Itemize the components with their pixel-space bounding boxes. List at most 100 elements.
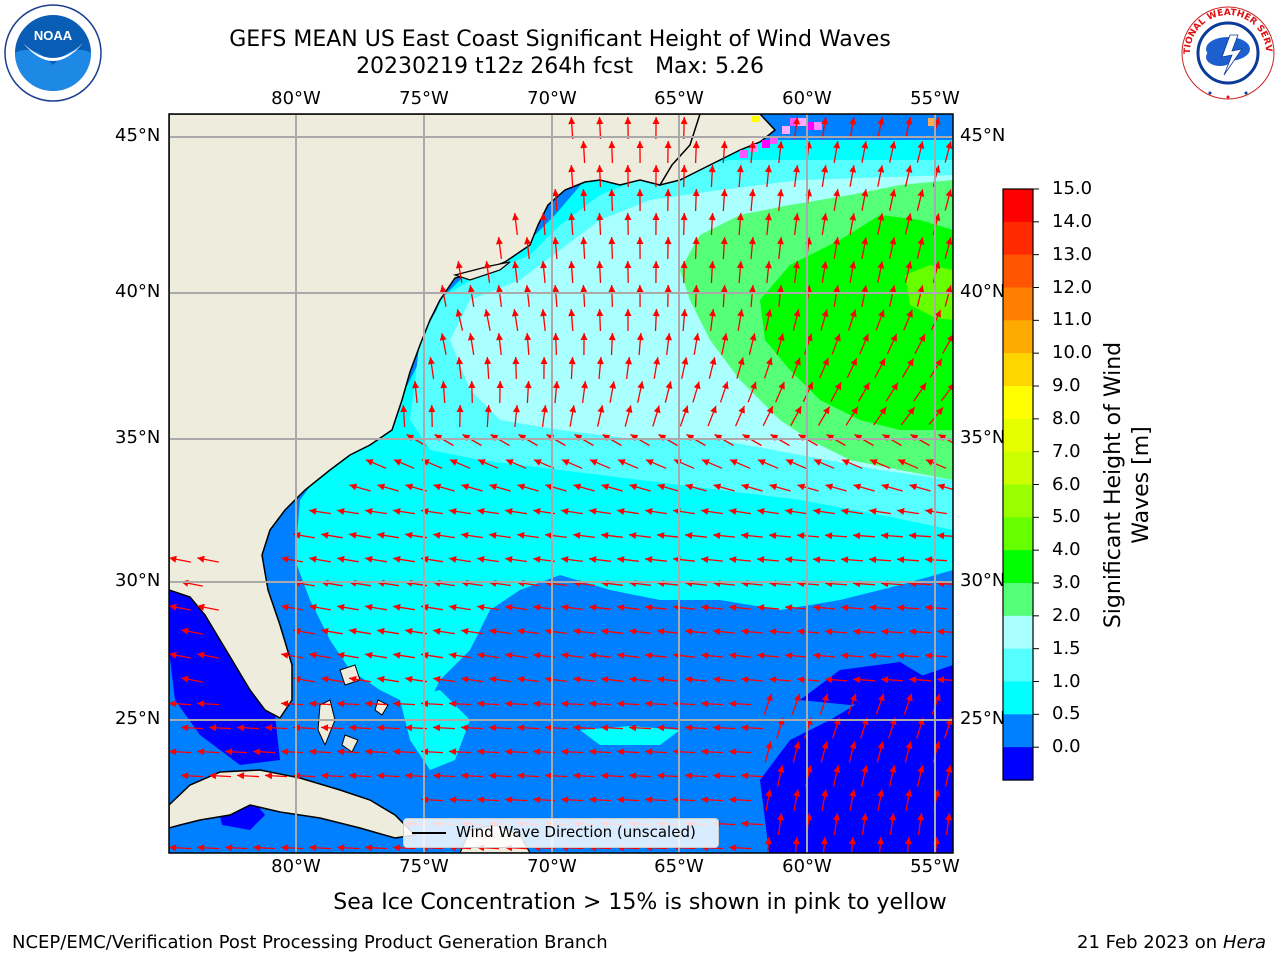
wave-direction-arrowhead [692,141,700,149]
wave-direction-arrowhead [483,309,491,317]
wave-direction-arrowhead [793,261,800,269]
plot-subtitle: 20230219 t12z 264h fcst Max: 5.26 [160,54,960,79]
wave-direction-arrowhead [449,508,457,515]
wave-direction-arrowhead [713,628,721,636]
wave-direction-arrowhead [849,213,857,221]
wave-direction-arrowhead [917,189,925,197]
lon-label-bottom: 55°W [910,856,960,877]
wave-direction-arrowhead [197,748,205,756]
wave-direction-arrowhead [701,604,709,612]
wave-direction-arrowhead [757,604,765,612]
wave-direction-arrowhead [664,237,672,245]
wave-direction-arrowhead [596,213,604,221]
wave-direction-arrowhead [467,285,475,293]
wave-direction-arrowhead [337,700,345,708]
wave-direction-arrowhead [729,796,737,804]
wave-direction-arrowhead [253,844,261,852]
wave-direction-arrowhead [608,237,616,245]
wave-direction-arrowhead [624,213,632,221]
wave-direction-arrowhead [720,237,728,245]
wave-direction-arrowhead [721,333,729,341]
wave-direction-arrowhead [720,285,728,293]
lon-label-top: 55°W [910,88,960,109]
wave-direction-arrowhead [833,813,840,821]
wave-direction-arrowhead [596,309,604,317]
wave-direction-arrowhead [841,459,850,466]
wave-direction-arrowhead [365,459,374,466]
lon-label-bottom: 75°W [399,856,449,877]
wave-direction-arrowhead [533,796,541,804]
wave-direction-arrowhead [882,434,891,441]
wave-direction-arrowhead [935,358,942,367]
wave-direction-arrowhead [589,604,597,611]
wave-direction-arrowhead [657,772,665,780]
wave-direction-arrowhead [850,693,857,702]
wave-direction-arrowhead [777,237,784,245]
wave-direction-arrowhead [869,459,878,466]
wave-direction-arrowhead [757,508,765,515]
wave-direction-arrowhead [692,189,700,197]
colorbar-tick-label: 2.0 [1052,604,1081,626]
wave-direction-arrowhead [741,483,750,491]
plot-title: GEFS MEAN US East Coast Significant Heig… [229,27,891,52]
wave-direction-arrowhead [729,556,737,564]
wave-direction-arrowhead [365,700,373,708]
wave-direction-arrowhead [489,724,497,732]
wave-direction-arrowhead [439,333,447,341]
wave-direction-arrowhead [449,796,457,804]
wave-direction-arrowhead [377,531,385,539]
wave-direction-arrowhead [709,357,717,365]
wave-direction-arrowhead [533,604,541,611]
wave-direction-arrowhead [713,676,721,684]
wave-direction-arrowhead [945,813,952,821]
wave-direction-arrowhead [917,285,925,293]
wave-direction-arrowhead [793,789,801,797]
wave-direction-arrowhead [568,117,576,125]
wave-direction-arrowhead [869,604,877,612]
wave-direction-arrowhead [749,333,757,341]
wave-direction-arrowhead [467,333,475,341]
wave-direction-arrowhead [337,555,345,563]
colorbar-tick-label: 0.5 [1052,703,1081,725]
wave-direction-arrowhead [645,700,653,708]
wave-direction-arrowhead [518,434,527,441]
wave-direction-arrowhead [945,285,953,293]
wave-direction-arrowhead [822,357,829,366]
wave-direction-arrowhead [907,407,915,415]
wave-direction-arrowhead [766,693,773,702]
wave-direction-arrowhead [797,532,805,540]
wave-direction-arrowhead [512,357,520,365]
wave-direction-arrowhead [764,213,772,221]
wave-direction-arrowhead [777,765,785,773]
wave-direction-arrowhead [917,141,925,149]
wave-direction-arrowhead [393,700,401,708]
wave-direction-arrowhead [881,676,889,684]
wave-direction-arrowhead [596,165,604,173]
wave-direction-arrowhead [433,675,441,683]
wave-direction-arrowhead [496,237,503,245]
wave-direction-arrowhead [434,434,443,441]
wave-direction-arrowhead [741,772,749,780]
wave-direction-arrowhead [849,165,857,173]
wave-direction-arrowhead [645,604,653,611]
wave-direction-arrowhead [349,675,357,683]
wave-direction-arrowhead [793,165,800,173]
wave-direction-arrowhead [197,844,205,852]
colorbar-tick-label: 1.0 [1052,670,1081,692]
colorbar-tick-label: 11.0 [1052,309,1093,331]
wave-direction-arrowhead [833,189,841,197]
wave-direction-arrowhead [237,772,245,780]
wave-direction-arrowhead [889,141,897,149]
wave-direction-arrowhead [729,459,738,466]
wave-direction-arrowhead [617,748,625,756]
wave-direction-arrowhead [461,628,469,635]
wave-direction-arrowhead [841,508,849,515]
wave-direction-arrowhead [412,381,420,389]
wave-direction-arrowhead [825,628,833,636]
wave-direction-arrowhead [573,676,581,683]
colorbar-title-line1: Significant Height of Wind [1101,341,1126,629]
wave-direction-arrowhead [601,483,610,491]
wave-direction-arrowhead [589,459,598,466]
wave-direction-arrowhead [821,261,829,269]
